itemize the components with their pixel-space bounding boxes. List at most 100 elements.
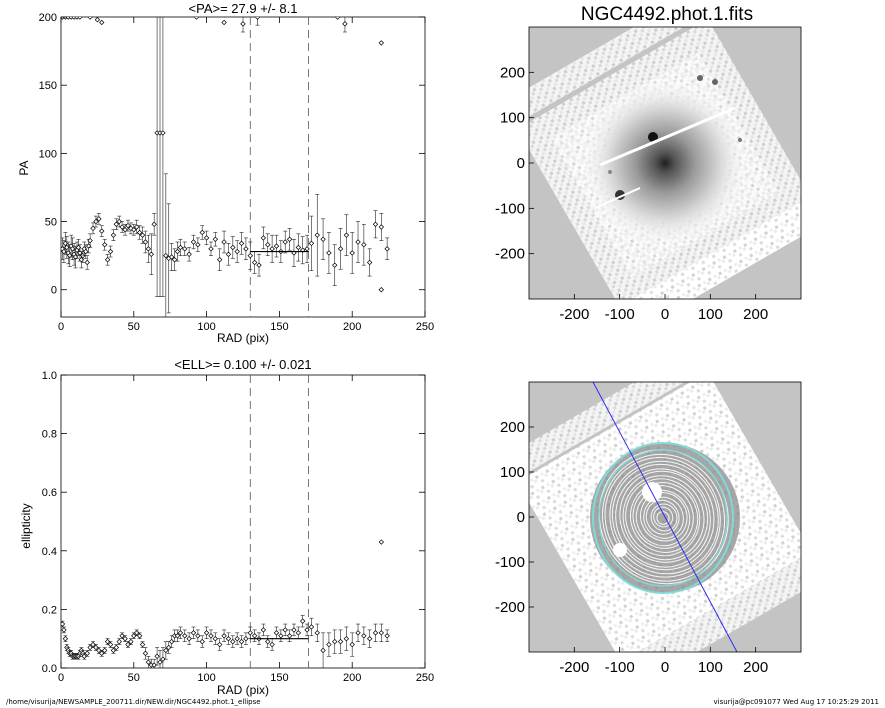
ell-data-point [145, 659, 152, 665]
pa-data-point [145, 246, 152, 252]
img1-y-tick-label: 200 [500, 64, 525, 81]
pa-data-point [337, 246, 344, 252]
pa-data-point [203, 235, 210, 241]
ell-data-point [93, 644, 99, 651]
ell-data-point [221, 633, 227, 639]
ell-y-tick-label: 0.6 [42, 487, 57, 499]
ell-vlines [249, 375, 309, 668]
img1-y-tick-label: 100 [500, 110, 525, 127]
ell-data-point [104, 638, 111, 645]
pa-data-point [343, 232, 350, 238]
pa-data-point [256, 262, 262, 268]
ell-data-point [119, 633, 125, 639]
pa-data-point [221, 19, 227, 26]
pa-data-point [361, 242, 367, 248]
ell-data-point [295, 630, 302, 636]
pa-data-point [349, 250, 355, 256]
ell-data-point [273, 630, 280, 636]
ell-data-point [384, 633, 390, 639]
ell-data-point [243, 636, 249, 642]
pa-data-point [84, 259, 90, 266]
img2-x-tick-label: 100 [698, 659, 723, 676]
pa-x-tick-label: 150 [270, 321, 288, 333]
ell-data-point [282, 627, 288, 633]
ell-data-point [349, 641, 355, 648]
ell-x-tick-label: 150 [270, 672, 288, 684]
ell-data-point [378, 539, 385, 545]
pa-data-point [93, 218, 99, 225]
ell-data-point [157, 659, 163, 665]
pa-data-point [295, 244, 302, 251]
ell-data-point [131, 633, 137, 639]
pa-data-point [326, 250, 332, 256]
pa-data-point [251, 259, 258, 266]
ell-x-tick-label: 100 [197, 672, 215, 684]
ell-data-point [372, 630, 379, 636]
ell-data-point [160, 656, 166, 662]
ell-data-point [355, 630, 361, 636]
pa-data-point [96, 216, 102, 222]
ell-data-point [134, 630, 140, 636]
pa-data-point [148, 251, 154, 257]
contour-ring [622, 475, 705, 561]
fits-image-panel: NGC4492.phot.1.fits -200 -100 0 100 200 200 10… [495, 4, 802, 323]
ell-data-point [269, 641, 275, 648]
contour-ring [604, 456, 721, 578]
pa-data-point [104, 257, 111, 263]
ell-data-point [300, 618, 306, 624]
pa-data-point [131, 227, 137, 233]
ell-x-tick-label: 250 [416, 672, 434, 684]
pa-data-point [212, 236, 219, 242]
pa-data-point [151, 221, 157, 227]
ell-x-axis-label: RAD (pix) [217, 683, 269, 697]
ell-data-point [107, 641, 114, 648]
img2-x-tick-label: 200 [743, 659, 768, 676]
pa-plot: <PA>= 27.9 +/- 8.1 0 50 100 150 200 250 0 50 10… [17, 1, 434, 345]
ell-data-point [343, 636, 350, 642]
ellipticity-plot: <ELL>= 0.100 +/- 0.021 0 50 100 150 200 250 0… [19, 357, 434, 697]
img1-y-tick-label: -200 [495, 246, 525, 263]
pa-data-point [217, 257, 223, 263]
pa-data-point [142, 239, 149, 245]
pa-data-point [320, 236, 326, 242]
ell-data-point [61, 621, 66, 627]
pa-data-point [378, 224, 385, 230]
ell-data-point [320, 647, 326, 654]
img1-x-tick-label: 200 [743, 306, 768, 323]
ell-data-point [186, 636, 192, 642]
ell-data-point [163, 647, 169, 654]
pa-data-point [116, 218, 122, 225]
pa-data-point [190, 239, 197, 245]
ell-data-point [308, 624, 315, 630]
ell-y-tick-label: 0.8 [42, 429, 57, 441]
pa-data-point [273, 243, 280, 249]
pa-data-point [174, 248, 181, 255]
ell-data-point [125, 641, 131, 648]
contour-ring [611, 463, 715, 571]
pa-data-point [177, 244, 184, 251]
masked-stripe [599, 106, 736, 167]
pa-data-point [378, 287, 385, 293]
ell-data-point [366, 636, 373, 642]
pa-data-point [308, 240, 315, 247]
ell-data-point [166, 644, 172, 651]
pa-data-point [182, 246, 188, 252]
footer-user-timestamp: visurija@pc091077 Wed Aug 17 10:25:29 20… [713, 698, 879, 706]
pa-data-point [332, 262, 338, 268]
outer-ellipse [592, 442, 734, 594]
ell-data-point [337, 638, 344, 645]
ell-data-point [217, 641, 223, 648]
fits-image-axes: -200 -100 0 100 200 200 100 0 -100 -200 [495, 64, 768, 323]
pa-data-point [208, 246, 214, 252]
pa-data-point [87, 17, 93, 20]
pa-data-point [372, 221, 379, 227]
pa-data-point [265, 242, 271, 248]
ell-x-tick-label: 50 [128, 672, 140, 684]
ell-data-point [361, 633, 367, 639]
img2-y-tick-label: -100 [495, 554, 525, 571]
pa-data-point [243, 246, 249, 252]
ell-data-point [154, 653, 160, 659]
ell-data-point [116, 638, 122, 645]
ell-data-point [238, 638, 245, 645]
pa-y-tick-label: 200 [39, 12, 57, 24]
